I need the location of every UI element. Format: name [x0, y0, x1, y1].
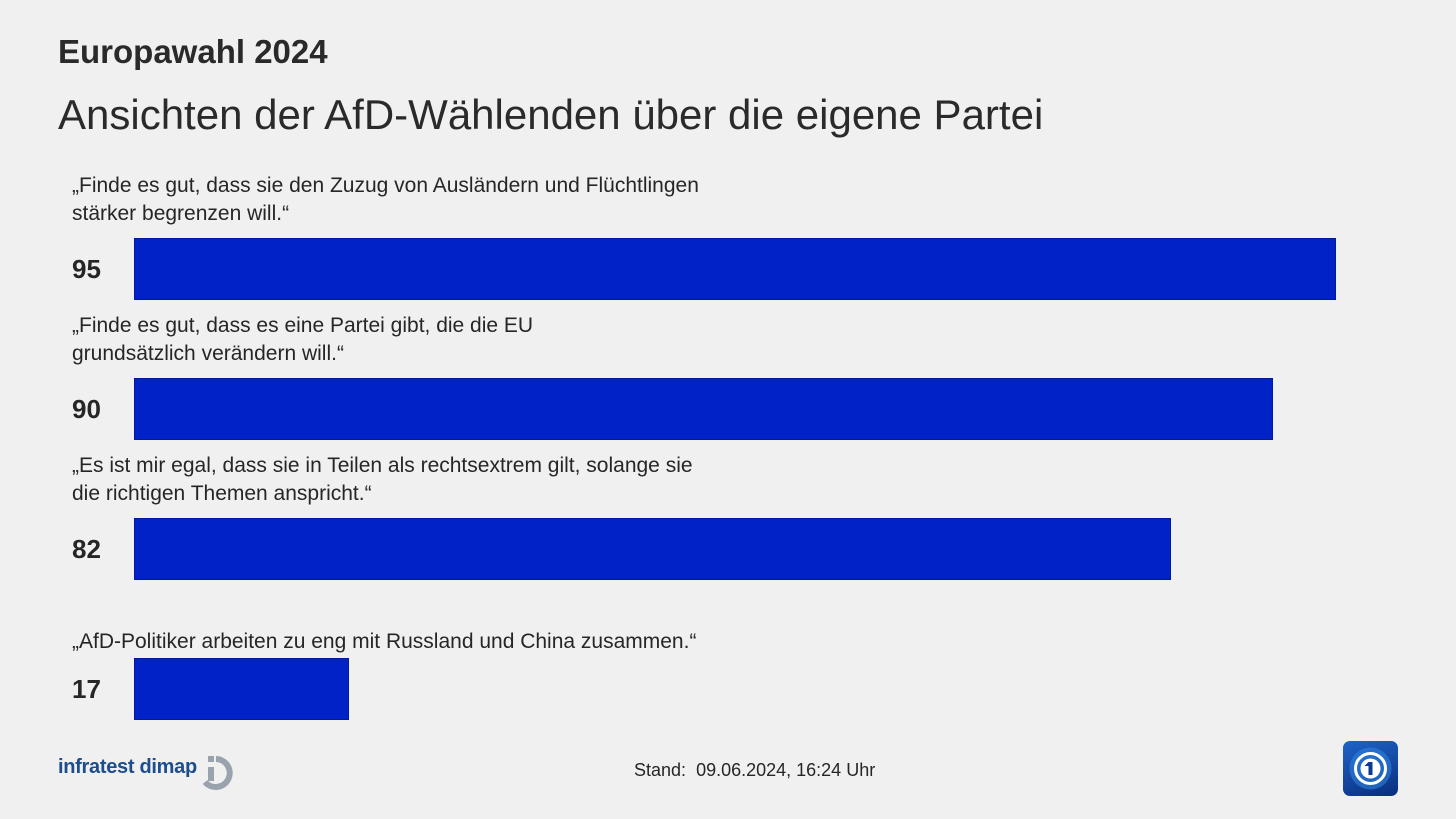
category-label: „AfD-Politiker arbeiten zu eng mit Russl…: [72, 630, 697, 653]
value-label: 95: [72, 254, 101, 284]
value-label: 82: [72, 534, 101, 564]
bar: [134, 378, 1273, 440]
bar: [134, 238, 1336, 300]
category-label: „Finde es gut, dass sie den Zuzug von Au…: [72, 174, 699, 225]
chart-title: Ansichten der AfD-Wählenden über die eig…: [58, 91, 1044, 138]
source-label: infratest dimap: [58, 756, 197, 778]
value-label: 17: [72, 674, 101, 704]
stand-timestamp: Stand: 09.06.2024, 16:24 Uhr: [634, 760, 875, 781]
bar: [134, 518, 1172, 580]
category-label: „Es ist mir egal, dass sie in Teilen als…: [72, 454, 693, 505]
value-label: 90: [72, 394, 101, 424]
chart-subtitle: Europawahl 2024: [58, 33, 328, 70]
category-label: „Finde es gut, dass es eine Partei gibt,…: [72, 314, 534, 365]
stand-label: Stand:: [634, 760, 687, 780]
tagesschau-logo-icon: [1343, 741, 1398, 796]
infratest-dimap-logo-icon: [202, 756, 233, 790]
bar: [134, 658, 350, 720]
stand-value: 09.06.2024, 16:24 Uhr: [696, 760, 876, 780]
